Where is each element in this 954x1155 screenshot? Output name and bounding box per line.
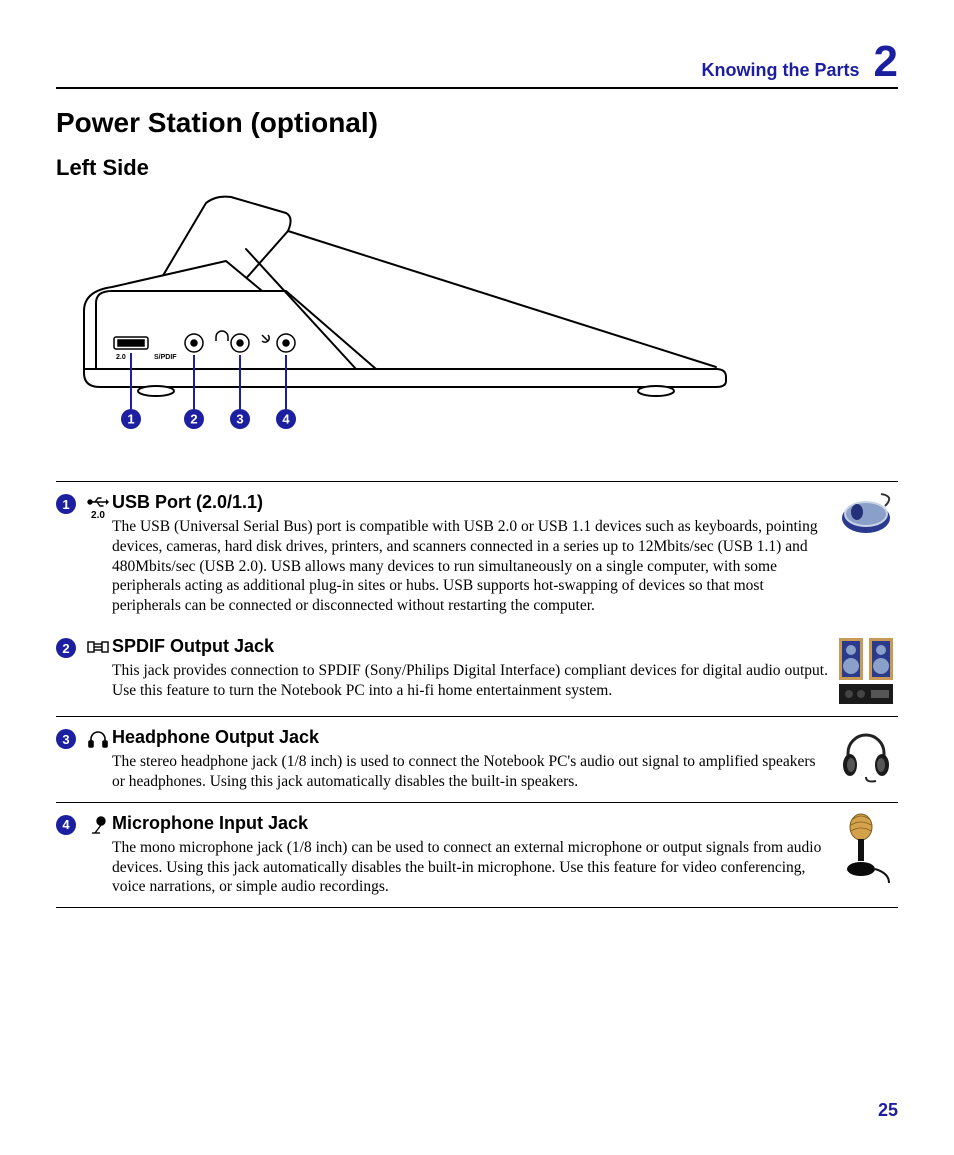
headphone-icon (84, 730, 112, 751)
number-circle: 3 (56, 729, 76, 749)
part-heading: Microphone Input Jack (112, 813, 828, 834)
headphones-illustration-icon (834, 727, 898, 783)
usb-icon: 2.0 (84, 495, 112, 521)
part-number-badge: 1 (56, 494, 84, 514)
microphone-icon (84, 816, 112, 839)
page-title: Power Station (optional) (56, 107, 898, 139)
diagram-callout-3: 3 (236, 412, 243, 427)
part-description: The USB (Universal Serial Bus) port is c… (112, 517, 828, 616)
part-description: The mono microphone jack (1/8 inch) can … (112, 838, 828, 897)
part-item-3: 3 Headphone Output Jack The stereo headp… (56, 717, 898, 802)
part-item-4: 4 Microphone Input Jack The mono microph… (56, 803, 898, 907)
section-title: Knowing the Parts (702, 60, 860, 87)
part-heading: Headphone Output Jack (112, 727, 828, 748)
diagram-label-spdif: S/PDIF (154, 354, 177, 361)
diagram-callout-1: 1 (127, 412, 134, 427)
page-number: 25 (878, 1100, 898, 1121)
divider (56, 907, 898, 908)
number-circle: 2 (56, 638, 76, 658)
part-heading: SPDIF Output Jack (112, 636, 828, 657)
part-description: The stereo headphone jack (1/8 inch) is … (112, 752, 828, 792)
page-subtitle: Left Side (56, 155, 898, 181)
diagram-callout-4: 4 (282, 412, 290, 427)
spdif-icon (84, 639, 112, 658)
speakers-icon (834, 636, 898, 706)
number-circle: 1 (56, 494, 76, 514)
usb-version-label: 2.0 (84, 510, 112, 521)
device-diagram: 2.0 S/PDIF 1 2 3 4 (56, 191, 898, 451)
part-heading: USB Port (2.0/1.1) (112, 492, 828, 513)
diagram-callout-2: 2 (190, 412, 197, 427)
chapter-number: 2 (874, 40, 898, 84)
part-number-badge: 4 (56, 815, 84, 835)
diagram-label-usb: 2.0 (116, 354, 126, 361)
part-description: This jack provides connection to SPDIF (… (112, 661, 828, 701)
microphone-illustration-icon (834, 813, 898, 883)
part-item-1: 1 2.0 USB Port (2.0/1.1) The USB (Univer… (56, 482, 898, 626)
mouse-icon (834, 492, 898, 538)
part-item-2: 2 SPDIF Output Jack This jack provides c… (56, 626, 898, 716)
part-number-badge: 3 (56, 729, 84, 749)
number-circle: 4 (56, 815, 76, 835)
power-station-left-side-svg: 2.0 S/PDIF 1 2 3 4 (56, 191, 736, 451)
page-header: Knowing the Parts 2 (56, 40, 898, 89)
part-number-badge: 2 (56, 638, 84, 658)
